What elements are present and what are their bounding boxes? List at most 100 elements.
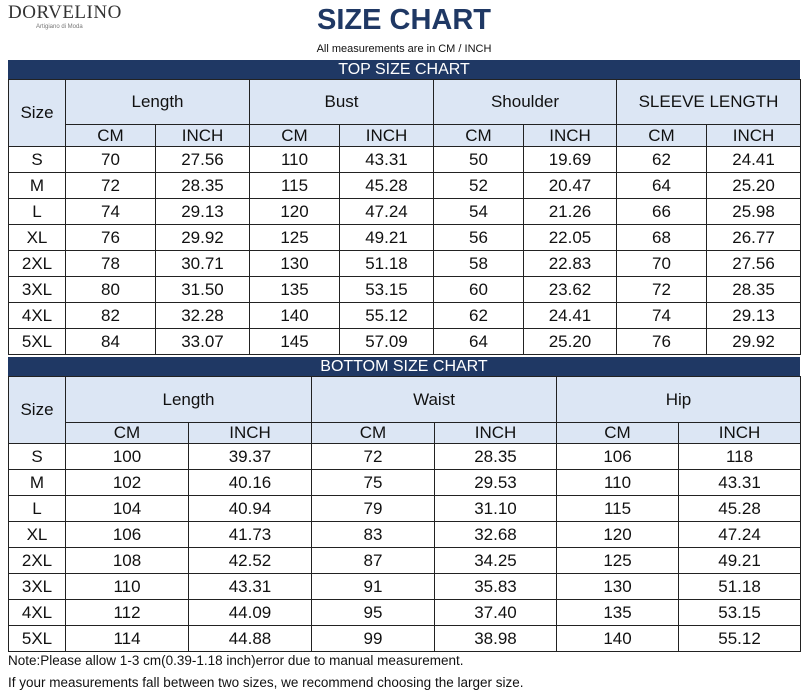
group-header: Length <box>65 376 312 423</box>
value-cell: 62 <box>616 146 707 173</box>
data-row: 5XL 114 44.88 99 38.98 140 55.12 <box>8 625 802 652</box>
value-cell: 30.71 <box>155 250 250 277</box>
size-cell: 2XL <box>8 250 66 277</box>
size-cell: XL <box>8 521 66 548</box>
data-row: 3XL 110 43.31 91 35.83 130 51.18 <box>8 573 802 600</box>
value-cell: 19.69 <box>523 146 617 173</box>
size-cell: L <box>8 198 66 225</box>
value-cell: 45.28 <box>677 495 802 522</box>
value-cell: 80 <box>65 276 156 303</box>
table-title: TOP SIZE CHART <box>8 60 800 79</box>
value-cell: 54 <box>433 198 524 225</box>
value-cell: 35.83 <box>434 573 557 600</box>
value-cell: 43.31 <box>188 573 312 600</box>
value-cell: 28.35 <box>155 172 250 199</box>
value-cell: 26.77 <box>705 224 802 251</box>
unit-header: INCH <box>677 422 802 444</box>
unit-header: CM <box>311 422 435 444</box>
value-cell: 60 <box>433 276 524 303</box>
top-table: Size Length Bust Shoulder SLEEVE LENGTH CM INC… <box>8 79 802 355</box>
size-cell: M <box>8 172 66 199</box>
size-cell: 2XL <box>8 547 66 574</box>
value-cell: 78 <box>65 250 156 277</box>
size-cell: 3XL <box>8 276 66 303</box>
value-cell: 55.12 <box>677 625 802 652</box>
value-cell: 31.50 <box>155 276 250 303</box>
unit-header: CM <box>65 422 189 444</box>
data-row: L 104 40.94 79 31.10 115 45.28 <box>8 495 802 522</box>
value-cell: 140 <box>249 302 340 329</box>
value-cell: 102 <box>65 469 189 496</box>
unit-header: CM <box>556 422 679 444</box>
value-cell: 20.47 <box>523 172 617 199</box>
size-cell: L <box>8 495 66 522</box>
value-cell: 22.83 <box>523 250 617 277</box>
value-cell: 29.13 <box>155 198 250 225</box>
value-cell: 51.18 <box>677 573 802 600</box>
value-cell: 140 <box>556 625 679 652</box>
group-header: Waist <box>311 376 557 423</box>
data-row: 4XL 112 44.09 95 37.40 135 53.15 <box>8 599 802 626</box>
unit-header: INCH <box>339 124 434 147</box>
value-cell: 22.05 <box>523 224 617 251</box>
value-cell: 27.56 <box>155 146 250 173</box>
value-cell: 47.24 <box>339 198 434 225</box>
data-row: M 102 40.16 75 29.53 110 43.31 <box>8 469 802 496</box>
value-cell: 76 <box>616 328 707 355</box>
value-cell: 28.35 <box>705 276 802 303</box>
data-row: 5XL 84 33.07 145 57.09 64 25.20 76 29.92 <box>8 328 802 355</box>
value-cell: 74 <box>616 302 707 329</box>
unit-header: CM <box>249 124 340 147</box>
value-cell: 58 <box>433 250 524 277</box>
value-cell: 33.07 <box>155 328 250 355</box>
size-cell: 4XL <box>8 302 66 329</box>
value-cell: 38.98 <box>434 625 557 652</box>
value-cell: 135 <box>249 276 340 303</box>
value-cell: 25.98 <box>705 198 802 225</box>
size-cell: 3XL <box>8 573 66 600</box>
size-cell: M <box>8 469 66 496</box>
value-cell: 110 <box>65 573 189 600</box>
data-row: 2XL 108 42.52 87 34.25 125 49.21 <box>8 547 802 574</box>
data-row: S 70 27.56 110 43.31 50 19.69 62 24.41 <box>8 146 802 173</box>
header-row: Size Length Waist Hip <box>8 376 802 444</box>
value-cell: 57.09 <box>339 328 434 355</box>
value-cell: 24.41 <box>705 146 802 173</box>
value-cell: 29.92 <box>705 328 802 355</box>
value-cell: 79 <box>311 495 435 522</box>
value-cell: 104 <box>65 495 189 522</box>
value-cell: 66 <box>616 198 707 225</box>
value-cell: 37.40 <box>434 599 557 626</box>
value-cell: 145 <box>249 328 340 355</box>
value-cell: 112 <box>65 599 189 626</box>
unit-header: CM <box>65 124 156 147</box>
value-cell: 49.21 <box>339 224 434 251</box>
size-cell: S <box>8 146 66 173</box>
value-cell: 120 <box>249 198 340 225</box>
unit-header: INCH <box>705 124 802 147</box>
value-cell: 29.53 <box>434 469 557 496</box>
value-cell: 29.13 <box>705 302 802 329</box>
value-cell: 32.68 <box>434 521 557 548</box>
value-cell: 72 <box>65 172 156 199</box>
size-cell: S <box>8 443 66 470</box>
value-cell: 115 <box>249 172 340 199</box>
value-cell: 75 <box>311 469 435 496</box>
tagline: Artigiano di Moda <box>36 24 83 30</box>
value-cell: 74 <box>65 198 156 225</box>
value-cell: 43.31 <box>339 146 434 173</box>
value-cell: 23.62 <box>523 276 617 303</box>
value-cell: 106 <box>65 521 189 548</box>
value-cell: 83 <box>311 521 435 548</box>
value-cell: 125 <box>556 547 679 574</box>
group-header: Bust <box>249 79 434 125</box>
value-cell: 100 <box>65 443 189 470</box>
value-cell: 110 <box>556 469 679 496</box>
value-cell: 91 <box>311 573 435 600</box>
size-header: Size <box>8 79 66 147</box>
value-cell: 84 <box>65 328 156 355</box>
header-row: Size Length Bust Shoulder SLEEVE LENGTH <box>8 79 802 147</box>
value-cell: 70 <box>616 250 707 277</box>
value-cell: 55.12 <box>339 302 434 329</box>
